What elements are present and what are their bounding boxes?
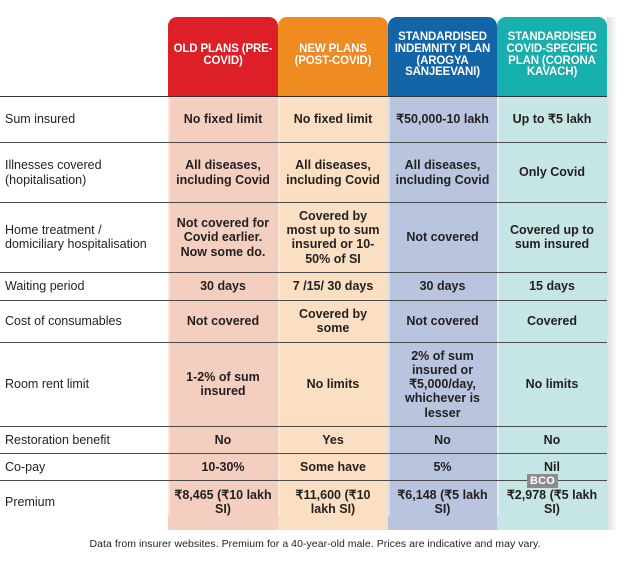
bleed-old-plans: [168, 516, 278, 530]
cell-home-treatment-new-plans: Covered by most up to sum insured or 10-…: [278, 202, 388, 273]
cell-illnesses-covered-new-plans: All diseases, including Covid: [278, 142, 388, 203]
cell-sum-insured-covid-plan: Up to ₹5 lakh: [497, 96, 607, 143]
cell-waiting-period-new-plans: 7 /15/ 30 days: [278, 271, 388, 301]
column-header-band: OLD PLANS (PRE-COVID) NEW PLANS (POST-CO…: [0, 0, 630, 96]
cell-sum-insured-old-plans: No fixed limit: [168, 96, 278, 143]
cell-cost-consumables-new-plans: Covered by some: [278, 299, 388, 343]
cell-home-treatment-old-plans: Not covered for Covid earlier. Now some …: [168, 202, 278, 273]
column-header-covid-specific-plan: STANDARDISED COVID-SPECIFIC PLAN (CORONA…: [497, 17, 607, 96]
column-color-bleed: [0, 516, 630, 530]
cell-restoration-old-plans: No: [168, 425, 278, 454]
cell-waiting-period-covid-plan: 15 days: [497, 271, 607, 301]
row-label-premium: Premium: [0, 480, 168, 524]
table-row: Restoration benefit No Yes No No: [0, 425, 630, 454]
row-padding: [607, 272, 630, 301]
table-row: Home treatment / domiciliary hospitalisa…: [0, 202, 630, 273]
watermark-overlay: BCO: [527, 474, 559, 488]
cell-home-treatment-indemnity: Not covered: [388, 202, 497, 273]
cell-room-rent-old-plans: 1-2% of sum insured: [168, 341, 278, 427]
column-header-indemnity-plan: STANDARDISED INDEMNITY PLAN (AROGYA SANJ…: [388, 17, 497, 96]
row-padding: [607, 480, 630, 524]
table-row: Waiting period 30 days 7 /15/ 30 days 30…: [0, 271, 630, 301]
row-padding: [607, 96, 630, 143]
cell-cost-consumables-indemnity: Not covered: [388, 299, 497, 343]
cell-illnesses-covered-indemnity: All diseases, including Covid: [388, 142, 497, 203]
column-header-new-plans: NEW PLANS (POST-COVID): [278, 17, 388, 96]
row-padding: [607, 142, 630, 203]
cell-waiting-period-old-plans: 30 days: [168, 271, 278, 301]
table-row: Sum insured No fixed limit No fixed limi…: [0, 96, 630, 143]
bleed-covid-plan: [497, 516, 607, 530]
row-label-illnesses-covered: Illnesses covered (hopitalisation): [0, 142, 168, 203]
column-header-new-plans-label: NEW PLANS (POST-COVID): [294, 42, 372, 67]
column-header-old-plans: OLD PLANS (PRE-COVID): [168, 17, 278, 96]
bleed-new-plans: [278, 516, 388, 530]
row-label-co-pay: Co-pay: [0, 453, 168, 481]
row-label-cost-of-consumables: Cost of consumables: [0, 299, 168, 343]
cell-restoration-new-plans: Yes: [278, 425, 388, 454]
cell-co-pay-new-plans: Some have: [278, 453, 388, 481]
cell-home-treatment-covid-plan: Covered up to sum insured: [497, 202, 607, 273]
comparison-table: Sum insured No fixed limit No fixed limi…: [0, 96, 630, 524]
row-label-restoration-benefit: Restoration benefit: [0, 425, 168, 454]
cell-cost-consumables-covid-plan: Covered: [497, 299, 607, 343]
row-label-sum-insured: Sum insured: [0, 96, 168, 143]
table-row: Illnesses covered (hopitalisation) All d…: [0, 142, 630, 203]
cell-sum-insured-new-plans: No fixed limit: [278, 96, 388, 143]
table-row: Co-pay 10-30% Some have 5% Nil: [0, 453, 630, 481]
row-label-home-treatment: Home treatment / domiciliary hospitalisa…: [0, 202, 168, 273]
column-header-indemnity-plan-label: STANDARDISED INDEMNITY PLAN (AROGYA SANJ…: [394, 30, 491, 79]
row-padding: [607, 426, 630, 454]
cell-room-rent-indemnity: 2% of sum insured or ₹5,000/day, whichev…: [388, 341, 497, 427]
row-padding: [607, 300, 630, 343]
comparison-table-body: Sum insured No fixed limit No fixed limi…: [0, 96, 630, 524]
row-label-waiting-period: Waiting period: [0, 271, 168, 301]
column-header-old-plans-label: OLD PLANS (PRE-COVID): [173, 42, 273, 67]
cell-room-rent-new-plans: No limits: [278, 341, 388, 427]
cell-room-rent-covid-plan: No limits: [497, 341, 607, 427]
row-padding: [607, 202, 630, 273]
row-padding: [607, 342, 630, 427]
cell-waiting-period-indemnity: 30 days: [388, 271, 497, 301]
table-row: Cost of consumables Not covered Covered …: [0, 299, 630, 343]
comparison-table-wrapper: Sum insured No fixed limit No fixed limi…: [0, 96, 630, 524]
cell-co-pay-old-plans: 10-30%: [168, 453, 278, 481]
cell-illnesses-covered-old-plans: All diseases, including Covid: [168, 142, 278, 203]
cell-sum-insured-indemnity: ₹50,000-10 lakh: [388, 96, 497, 143]
cell-restoration-indemnity: No: [388, 425, 497, 454]
cell-restoration-covid-plan: No: [497, 425, 607, 454]
footnote-text: Data from insurer websites. Premium for …: [89, 538, 541, 550]
column-header-covid-specific-plan-label: STANDARDISED COVID-SPECIFIC PLAN (CORONA…: [506, 30, 598, 79]
table-row: Room rent limit 1-2% of sum insured No l…: [0, 341, 630, 427]
cell-co-pay-indemnity: 5%: [388, 453, 497, 481]
row-label-room-rent-limit: Room rent limit: [0, 341, 168, 427]
row-padding: [607, 453, 630, 481]
cell-illnesses-covered-covid-plan: Only Covid: [497, 142, 607, 203]
cell-cost-consumables-old-plans: Not covered: [168, 299, 278, 343]
bleed-indemnity: [388, 516, 497, 530]
